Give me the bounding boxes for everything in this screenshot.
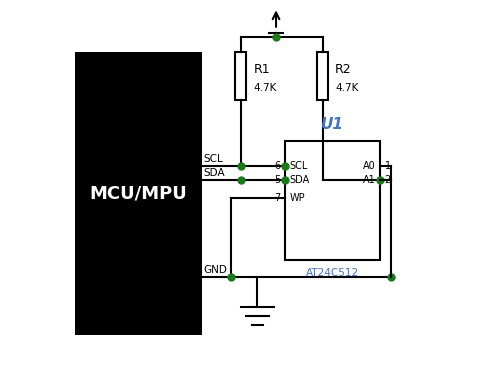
Text: R2: R2 <box>335 62 352 76</box>
Bar <box>236 52 246 100</box>
Text: SCL: SCL <box>290 161 308 170</box>
Text: SDA: SDA <box>204 168 225 178</box>
Text: MCU/MPU: MCU/MPU <box>90 185 188 202</box>
Text: AT24C512: AT24C512 <box>306 269 360 278</box>
Text: R1: R1 <box>254 62 270 76</box>
Bar <box>75 52 202 335</box>
Text: A1: A1 <box>363 175 376 185</box>
Text: 5: 5 <box>274 175 281 185</box>
Text: U1: U1 <box>322 117 344 132</box>
Text: 7: 7 <box>274 193 281 203</box>
Bar <box>286 141 380 260</box>
Text: SCL: SCL <box>204 154 223 164</box>
Text: 4.7K: 4.7K <box>335 83 358 93</box>
Text: WP: WP <box>290 193 306 203</box>
Text: GND: GND <box>204 266 228 275</box>
Text: A0: A0 <box>363 161 376 170</box>
Text: 1: 1 <box>384 161 391 170</box>
Text: SDA: SDA <box>290 175 310 185</box>
Text: 2: 2 <box>384 175 391 185</box>
Text: 6: 6 <box>275 161 281 170</box>
Bar <box>318 52 328 100</box>
Text: 4.7K: 4.7K <box>254 83 276 93</box>
